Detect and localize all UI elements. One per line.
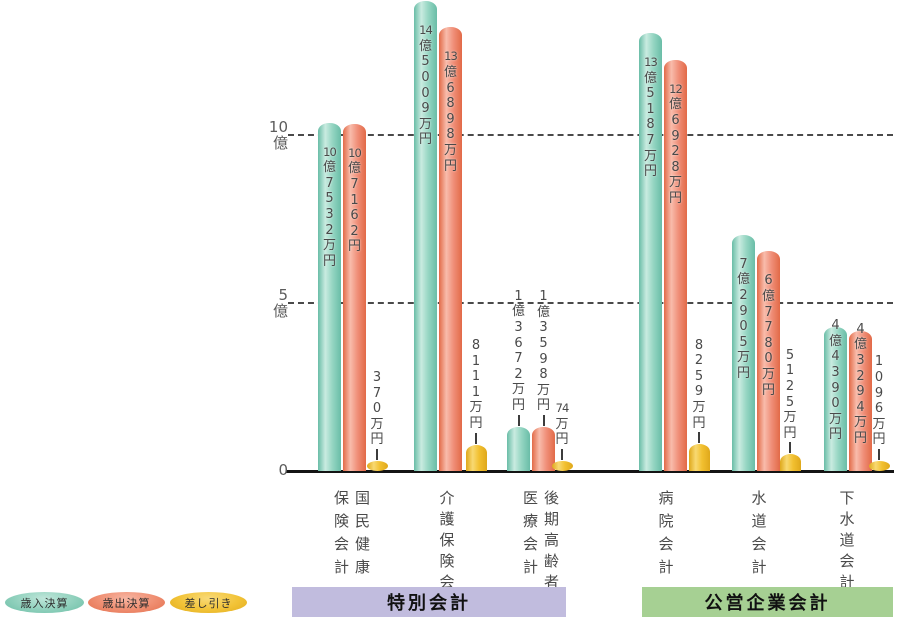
bar-差し引き-介護保険会計 — [465, 444, 487, 471]
bar-歳出決算-病院会計 — [664, 59, 687, 471]
value-label-差し引き-後期高齢者医療会計: 74 万円 — [555, 401, 569, 448]
bar-差し引き-後期高齢者医療会計 — [551, 461, 573, 471]
category-label-国民健康保険会計: 国民健康保険会計 — [333, 489, 370, 576]
group-banner-public-enterprise-accounts: 公営企業会計 — [642, 587, 893, 617]
bar-歳出決算-国民健康保険会計 — [343, 123, 366, 471]
leader-line-差し引き-下水道会計 — [878, 449, 880, 460]
bar-差し引き-病院会計 — [688, 444, 710, 471]
category-label-病院会計: 病院会計 — [658, 489, 674, 576]
value-label-歳出決算-国民健康保険会計: 10 億 7 1 6 2 円 — [347, 145, 362, 255]
x-axis-line — [286, 470, 894, 473]
value-label-歳出決算-病院会計: 12 億 6 9 2 8 万円 — [668, 81, 683, 206]
bar-歳入決算-水道会計 — [732, 234, 755, 471]
bar-差し引き-国民健康保険会計 — [366, 461, 388, 471]
legend-pill-balance: 差し引き — [170, 592, 247, 613]
legend-pill-revenue: 歳入決算 — [5, 592, 84, 613]
bar-歳入決算-国民健康保険会計 — [318, 122, 341, 471]
gridline-5oku — [288, 302, 893, 304]
bar-歳出決算-介護保険会計 — [439, 27, 462, 471]
bar-歳出決算-下水道会計 — [849, 330, 872, 471]
bar-歳入決算-後期高齢者医療会計 — [507, 426, 530, 471]
category-label-介護保険会計: 介護保険会計 — [439, 489, 455, 612]
category-label-下水道会計: 下水道会計 — [839, 489, 855, 591]
category-label-後期高齢者医療会計: 後期高齢者医療会計 — [522, 489, 559, 591]
value-label-歳入決算-病院会計: 13 億 5 1 8 7 万円 — [643, 54, 658, 180]
bar-歳入決算-介護保険会計 — [414, 1, 437, 471]
value-label-歳入決算-介護保険会計: 14 億 5 0 0 9 万円 — [418, 23, 433, 148]
leader-line-差し引き-病院会計 — [698, 432, 700, 444]
bar-差し引き-下水道会計 — [868, 461, 890, 471]
leader-line-差し引き-後期高齢者医療会計 — [561, 449, 563, 460]
leader-line-差し引き-介護保険会計 — [475, 432, 477, 444]
category-label-水道会計: 水道会計 — [751, 489, 767, 576]
leader-line-差し引き-国民健康保険会計 — [376, 449, 378, 460]
y-axis-tick-0: 0 — [278, 461, 288, 479]
bar-歳入決算-下水道会計 — [824, 327, 847, 471]
bar-歳入決算-病院会計 — [639, 32, 662, 471]
leader-line-歳出決算-後期高齢者医療会計 — [542, 414, 545, 426]
y-axis-tick-10億: 10 億 — [268, 118, 288, 152]
bar-歳出決算-後期高齢者医療会計 — [532, 426, 555, 471]
leader-line-歳入決算-後期高齢者医療会計 — [517, 414, 520, 426]
legend-pill-expenditure: 歳出決算 — [88, 592, 165, 613]
value-label-歳入決算-国民健康保険会計: 10 億 7 5 3 2 万円 — [322, 144, 337, 269]
value-label-歳出決算-介護保険会計: 13 億 6 8 9 8 万円 — [443, 49, 458, 174]
bar-差し引き-水道会計 — [779, 454, 801, 471]
group-banner-special-accounts: 特別会計 — [292, 587, 566, 617]
leader-line-差し引き-水道会計 — [789, 442, 791, 454]
gridline-10oku — [288, 134, 893, 136]
bar-歳出決算-水道会計 — [757, 251, 780, 471]
